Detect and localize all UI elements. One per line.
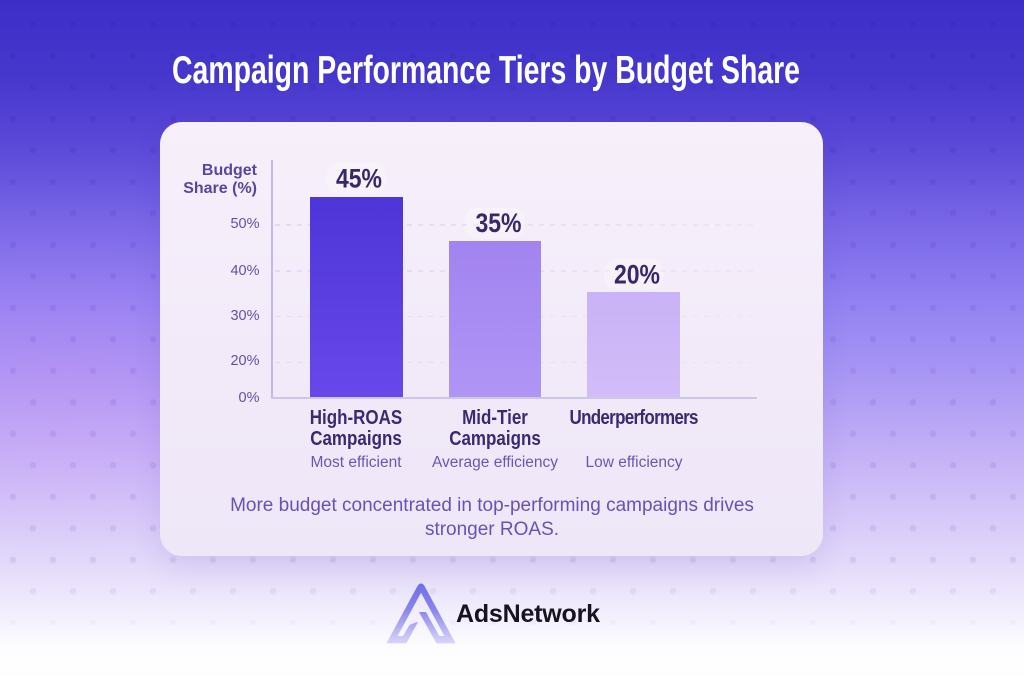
svg-text:Mid-Tier: Mid-Tier — [462, 405, 528, 428]
svg-text:High-ROAS: High-ROAS — [310, 405, 403, 428]
svg-text:Campaigns: Campaigns — [310, 426, 402, 449]
svg-text:Campaigns: Campaigns — [449, 426, 541, 449]
svg-text:20%: 20% — [614, 260, 660, 290]
svg-text:45%: 45% — [336, 164, 382, 194]
svg-text:Underperformers: Underperformers — [570, 405, 699, 428]
svg-text:35%: 35% — [475, 208, 521, 238]
svg-text:Campaign Performance Tiers by: Campaign Performance Tiers by Budget Sha… — [172, 48, 800, 92]
